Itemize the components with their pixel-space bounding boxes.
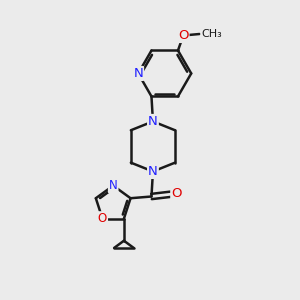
Text: CH₃: CH₃ (201, 29, 222, 39)
Text: N: N (109, 179, 118, 192)
Text: N: N (148, 115, 158, 128)
Text: O: O (171, 187, 182, 200)
Text: N: N (148, 165, 158, 178)
Text: O: O (178, 29, 188, 42)
Text: O: O (98, 212, 107, 225)
Text: N: N (133, 67, 143, 80)
